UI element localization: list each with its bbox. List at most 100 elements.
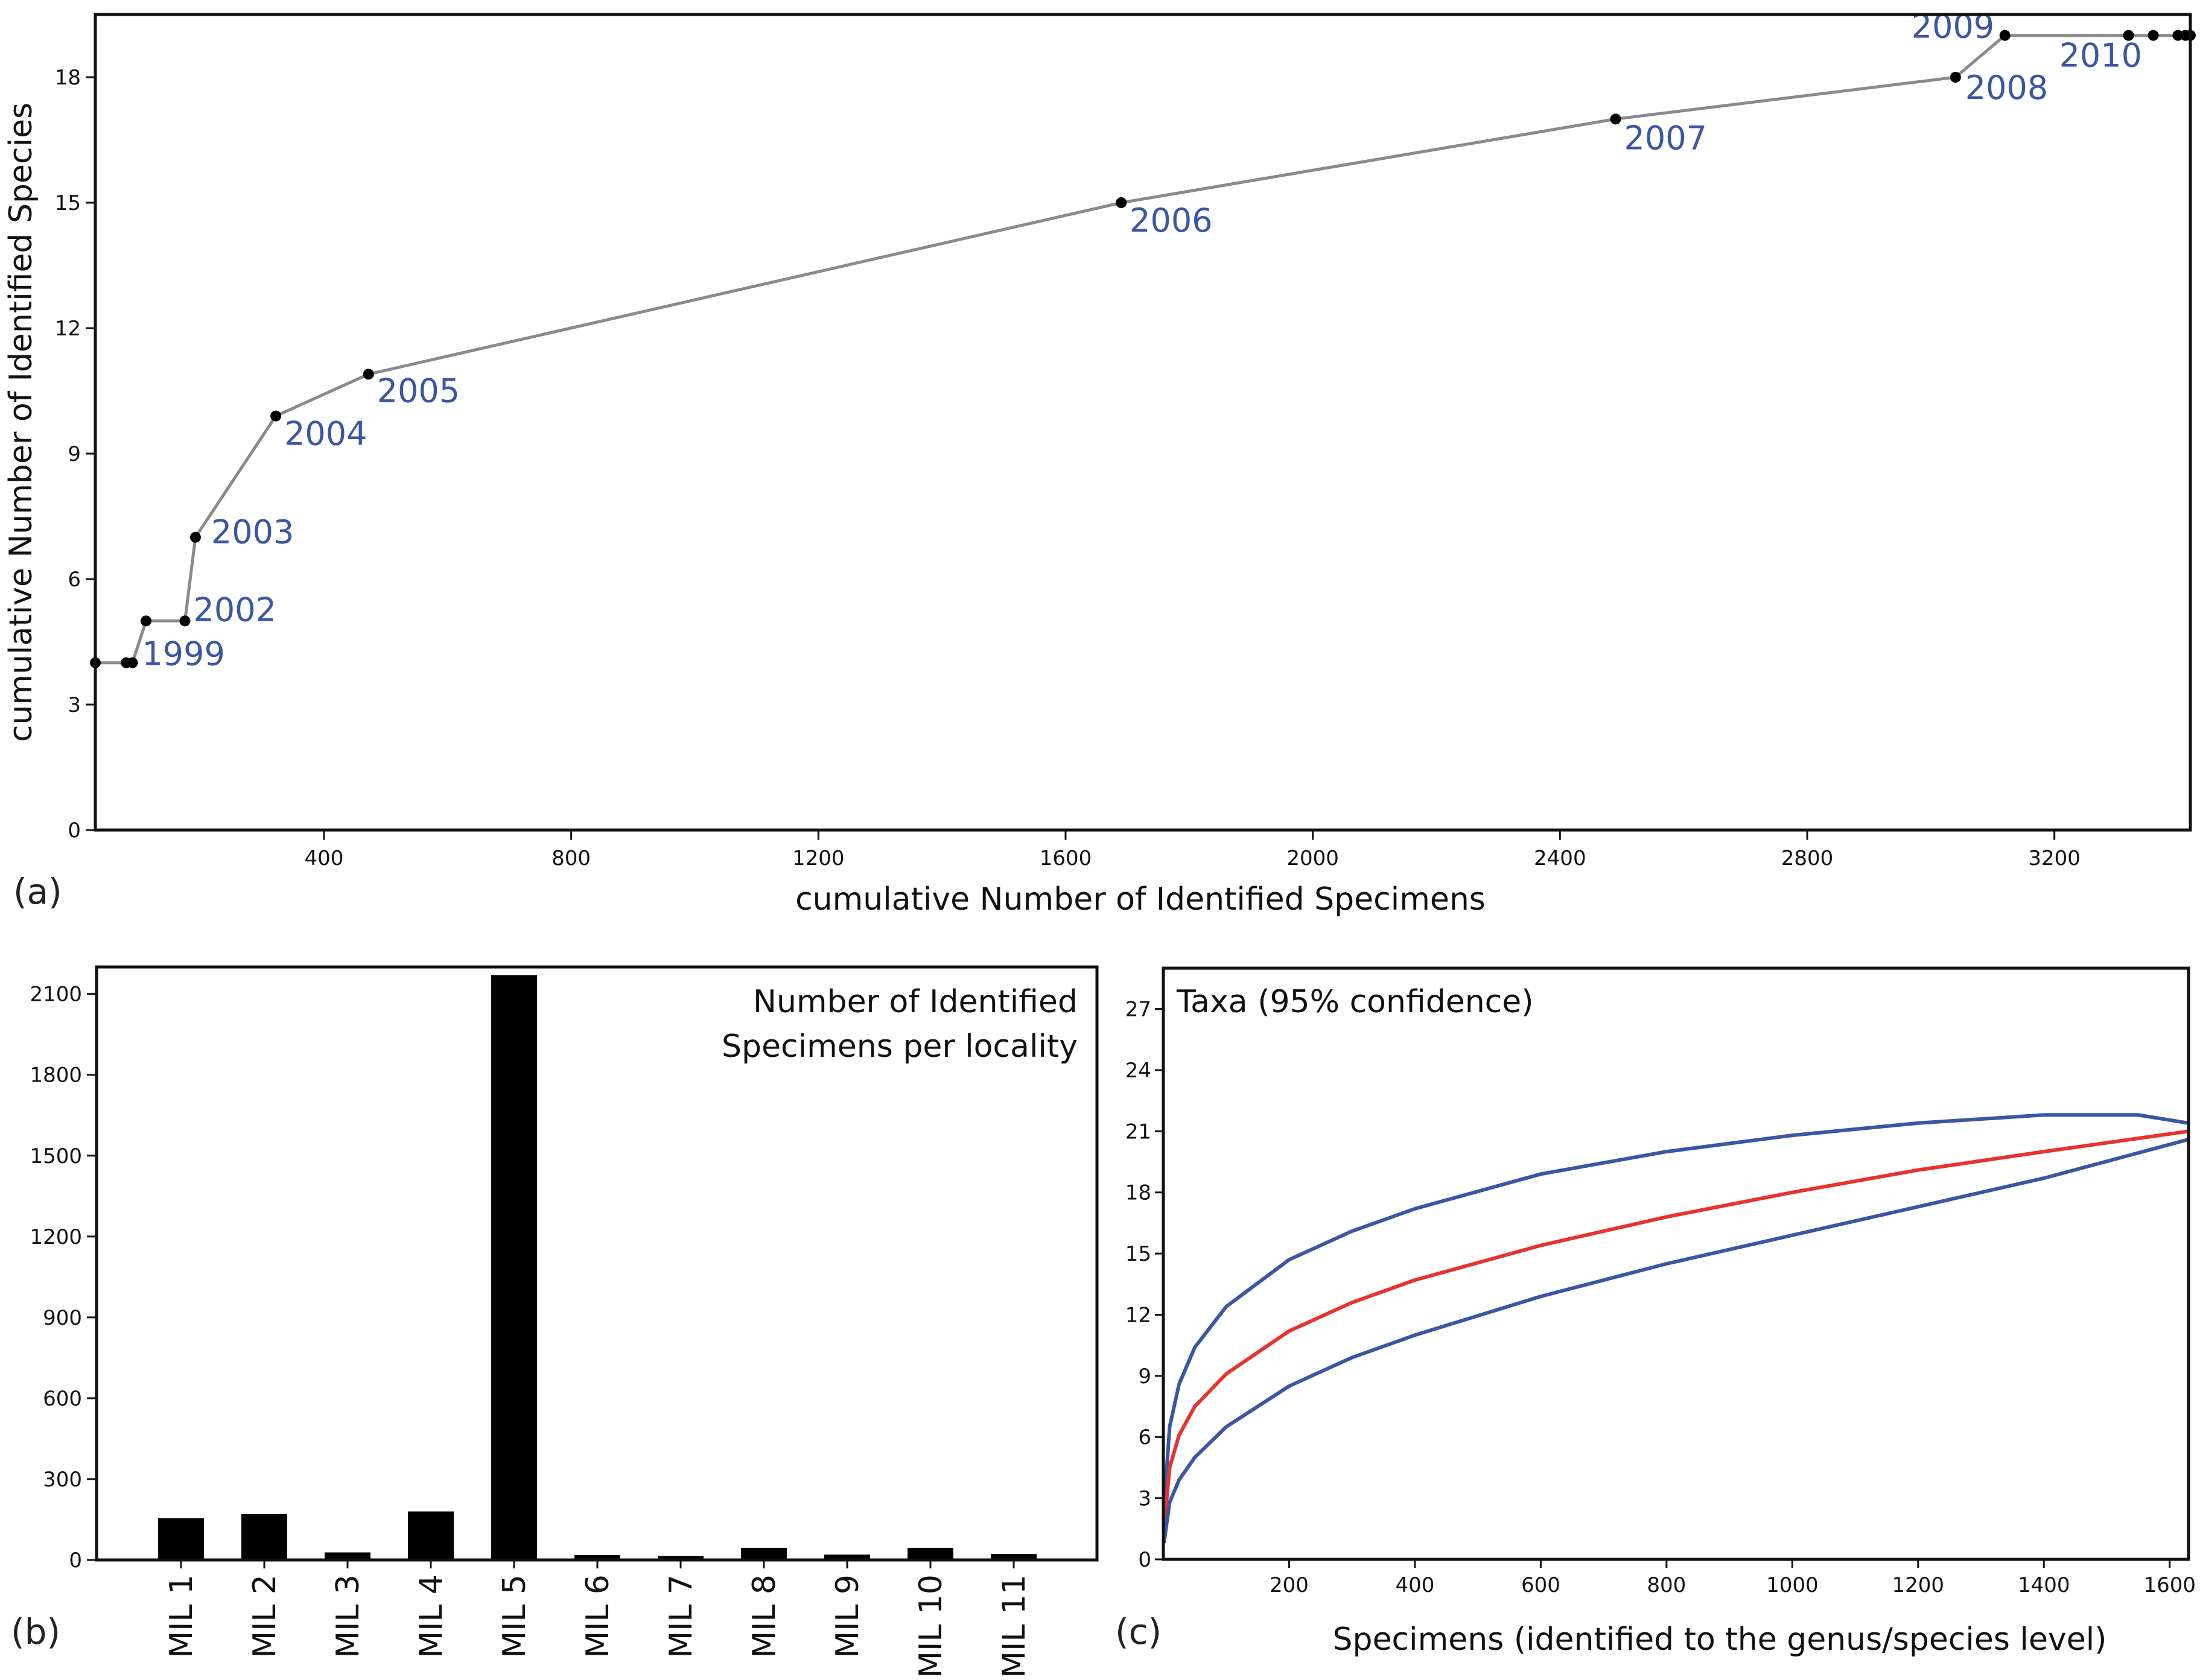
panel-a-y-tick-label: 6 xyxy=(68,568,81,592)
panel-a-series-line xyxy=(95,34,2190,665)
panel-c-upper-bound-line xyxy=(1162,1113,2189,1509)
panel-c-y-tick-label: 12 xyxy=(1125,1303,1151,1327)
panel-a-x-tick-label: 2000 xyxy=(1286,846,1339,870)
panel-b-bar xyxy=(491,975,537,1560)
panel-b-bar xyxy=(325,1552,370,1560)
panel-b-y-tick-label: 1500 xyxy=(30,1144,82,1168)
panel-a-year-label: 1999 xyxy=(142,635,224,673)
panel-b-y-tick-label: 1800 xyxy=(30,1063,82,1088)
panel-c-y-tick-label: 0 xyxy=(1138,1548,1151,1572)
panel-c-x-ticks: 200 400 600 800 1000 1200 1400 1600 xyxy=(1270,1559,2196,1597)
panel-a-x-tick-label: 400 xyxy=(304,846,343,870)
panel-a-data-point xyxy=(2123,30,2134,41)
panel-a-year-label: 2008 xyxy=(1965,69,2048,107)
panel-a-year-label: 2010 xyxy=(2059,37,2142,75)
panel-b-bar xyxy=(574,1555,620,1560)
panel-b-category-label: MIL 2 xyxy=(247,1574,283,1658)
panel-c-x-tick-label: 400 xyxy=(1395,1573,1434,1597)
panel-a-y-axis-label: cumulative Number of Identified Species xyxy=(3,103,39,742)
panel-b-y-tick-label: 0 xyxy=(69,1548,82,1573)
panel-a-x-tick-label: 1200 xyxy=(792,846,845,870)
panel-a-data-point xyxy=(140,615,151,627)
panel-c-title: Taxa (95% confidence) xyxy=(1176,984,1534,1020)
panel-c-y-tick-label: 15 xyxy=(1125,1242,1151,1266)
panel-c-estimate-line xyxy=(1162,1129,2189,1529)
panel-b-category-label: MIL 5 xyxy=(497,1574,533,1658)
panel-c-label: (c) xyxy=(1115,1611,1162,1652)
panel-b-bar xyxy=(741,1547,787,1560)
panel-c-y-tick-label: 3 xyxy=(1138,1487,1151,1511)
panel-a-x-tick-label: 3200 xyxy=(2028,846,2081,870)
panel-a-data-point xyxy=(2148,30,2159,41)
panel-b-title-line-1: Number of Identified xyxy=(753,984,1078,1020)
panel-b-title-line-2: Specimens per locality xyxy=(722,1029,1078,1065)
panel-c: 0 3 6 9 12 15 18 21 24 27 200 400 600 800 1000 1200 140… xyxy=(1115,966,2196,1658)
panel-b-category-labels: MIL 1 MIL 2 MIL 3 MIL 4 MIL 5 MIL 6 MIL 7 MIL 8… xyxy=(164,1574,1032,1678)
panel-a-x-tick-label: 800 xyxy=(552,846,591,870)
panel-b-y-tick-label: 300 xyxy=(43,1468,82,1492)
panel-a-year-label: 2002 xyxy=(194,591,276,629)
panel-a-x-tick-label: 2800 xyxy=(1781,846,1834,870)
panel-b-category-label: MIL 3 xyxy=(330,1574,366,1658)
panel-b-y-tick-label: 600 xyxy=(43,1387,82,1411)
panel-c-x-tick-label: 600 xyxy=(1521,1573,1560,1597)
panel-a-y-tick-label: 3 xyxy=(68,693,81,717)
panel-a-x-tick-label: 1600 xyxy=(1040,846,1092,870)
panel-b-category-label: MIL 4 xyxy=(413,1574,450,1658)
panel-b-bar xyxy=(158,1518,204,1560)
panel-a-y-ticks: 0 3 6 9 12 15 18 xyxy=(55,66,95,843)
panel-b-bar xyxy=(241,1514,287,1560)
panel-a-data-point xyxy=(1116,197,1127,208)
panel-a: 0 3 6 9 12 15 18 400 800 1200 1600 2000 2400 2800 320… xyxy=(3,8,2196,918)
panel-c-x-axis-label: Specimens (identified to the genus/speci… xyxy=(1333,1621,2107,1658)
panel-b-bar xyxy=(908,1547,953,1560)
panel-b-category-label: MIL 7 xyxy=(663,1574,699,1658)
panel-a-x-axis-label: cumulative Number of Identified Specimen… xyxy=(795,881,1486,918)
panel-a-frame xyxy=(94,13,2192,832)
panel-b-bar xyxy=(658,1556,704,1560)
panel-b-bar xyxy=(408,1511,454,1560)
panel-b-bars xyxy=(158,975,1037,1568)
panel-b-category-label: MIL 6 xyxy=(580,1574,616,1658)
panel-b-category-label: MIL 9 xyxy=(830,1574,866,1658)
panel-a-y-tick-label: 12 xyxy=(55,317,81,341)
panel-a-year-label: 2006 xyxy=(1130,201,1212,239)
panel-c-x-tick-label: 200 xyxy=(1270,1573,1309,1597)
panel-c-y-ticks: 0 3 6 9 12 15 18 21 24 27 xyxy=(1125,998,1163,1572)
panel-a-points xyxy=(90,30,2196,668)
panel-a-data-point xyxy=(363,369,374,380)
panel-c-y-tick-label: 6 xyxy=(1138,1425,1151,1450)
panel-a-y-tick-label: 0 xyxy=(68,819,81,843)
panel-c-x-tick-label: 1600 xyxy=(2143,1573,2196,1597)
panel-b-label: (b) xyxy=(11,1611,60,1652)
panel-a-y-tick-label: 18 xyxy=(55,66,81,90)
panel-c-x-tick-label: 1400 xyxy=(2018,1573,2070,1597)
panel-a-data-point xyxy=(1610,113,1621,125)
panel-a-x-tick-label: 2400 xyxy=(1534,846,1586,870)
panel-b-category-label: MIL 1 xyxy=(164,1574,200,1658)
panel-b-y-ticks: 0 300 600 900 1200 1500 1800 2100 xyxy=(30,983,97,1573)
panel-a-y-tick-label: 15 xyxy=(55,191,81,215)
panel-a-year-label: 2005 xyxy=(377,372,460,410)
panel-c-x-tick-label: 1200 xyxy=(1892,1573,1945,1597)
panel-c-y-tick-label: 21 xyxy=(1125,1120,1151,1144)
panel-c-y-tick-label: 9 xyxy=(1138,1365,1151,1389)
panel-c-frame xyxy=(1162,966,2190,1561)
panel-a-data-point xyxy=(1999,30,2011,41)
panel-c-series xyxy=(1162,1113,2189,1544)
panel-b-category-label: MIL 8 xyxy=(746,1574,783,1658)
panel-c-lower-bound-line xyxy=(1162,1138,2189,1544)
panel-c-y-tick-label: 18 xyxy=(1125,1181,1151,1205)
panel-a-x-ticks: 400 800 1200 1600 2000 2400 2800 3200 xyxy=(304,830,2081,870)
panel-b-y-tick-label: 900 xyxy=(43,1306,82,1330)
panel-b-frame xyxy=(95,965,1099,1562)
panel-a-data-point xyxy=(270,410,282,422)
panel-a-y-tick-label: 9 xyxy=(68,442,81,466)
panel-a-year-label: 2004 xyxy=(284,415,367,453)
panel-c-x-tick-label: 1000 xyxy=(1766,1573,1819,1597)
panel-b-bar xyxy=(824,1555,870,1560)
panel-a-label: (a) xyxy=(13,871,62,912)
panel-c-x-tick-label: 800 xyxy=(1647,1573,1686,1597)
panel-a-year-label: 2003 xyxy=(211,513,294,551)
